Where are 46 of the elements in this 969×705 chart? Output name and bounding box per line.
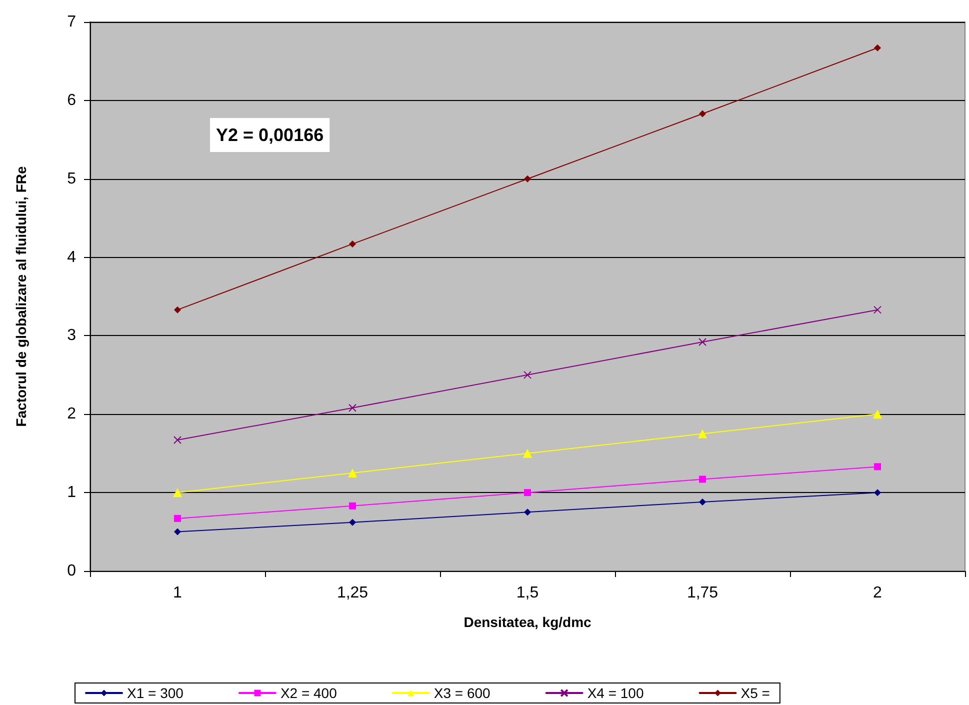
point — [699, 476, 706, 483]
point — [524, 489, 531, 496]
x-tick-label: 1 — [173, 584, 182, 602]
y-tick-label: 2 — [67, 406, 76, 423]
x-tick-label: 1,75 — [686, 584, 718, 602]
legend-label: X2 = 400 — [280, 685, 338, 701]
y-tick-label: 6 — [67, 92, 76, 109]
point — [699, 110, 706, 118]
y-axis-title: Factorul de globalizare al fluidului, FRe — [13, 166, 29, 427]
y-tick-label: 7 — [67, 14, 76, 30]
point — [874, 306, 882, 314]
y-tick-label: 3 — [67, 327, 76, 344]
y-tick-label: 4 — [67, 248, 76, 266]
x-axis-title: Densitatea, kg/dmc — [464, 614, 592, 630]
point — [349, 502, 356, 510]
legend-label: X1 = 300 — [127, 685, 184, 701]
legend-label: X5 = — [740, 685, 770, 701]
point — [174, 514, 181, 522]
legend-label: X3 = 600 — [434, 685, 491, 701]
point — [349, 518, 356, 526]
point — [174, 528, 181, 536]
x-tick-label: 2 — [873, 584, 882, 602]
point — [348, 404, 356, 412]
point — [874, 489, 881, 496]
point — [698, 338, 706, 346]
y-tick-label: 0 — [67, 562, 76, 580]
point — [524, 370, 532, 379]
point — [524, 508, 531, 516]
point — [349, 240, 356, 248]
point — [874, 463, 881, 470]
point — [524, 175, 531, 182]
legend-label: X4 = 100 — [587, 685, 644, 701]
point — [698, 429, 707, 438]
point — [874, 44, 881, 52]
point — [174, 306, 181, 314]
y-tick-label: 1 — [67, 484, 76, 502]
point — [173, 488, 182, 498]
point — [174, 436, 182, 444]
x-tick-label: 1,5 — [516, 584, 539, 602]
y-tick-label: 5 — [67, 170, 76, 188]
point — [523, 448, 532, 458]
point — [699, 498, 706, 506]
x-tick-label: 1,25 — [336, 584, 368, 602]
point — [873, 410, 882, 419]
annotation: Y2 = 0,00166 — [216, 125, 324, 145]
point — [348, 468, 357, 478]
